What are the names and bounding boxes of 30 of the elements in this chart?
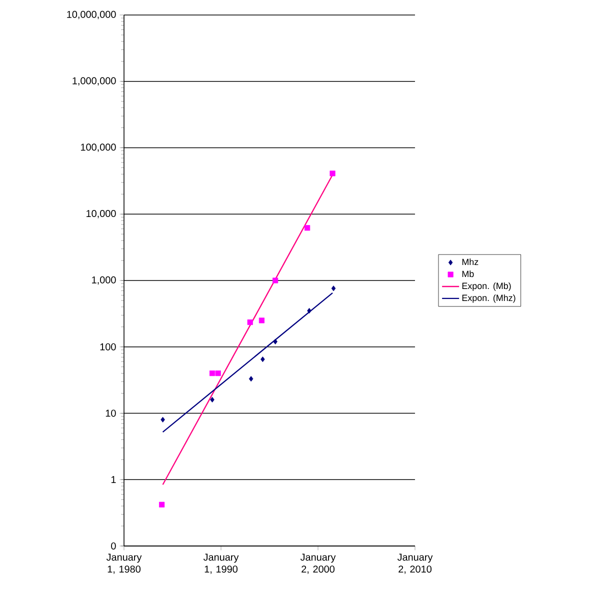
y-tick-label: 10,000,000 — [67, 10, 116, 20]
point — [248, 376, 254, 382]
y-tick-label: 1 — [111, 476, 116, 484]
y-tick-label: 100 — [100, 343, 116, 350]
y-tick-label: 0 — [111, 542, 116, 550]
y-tick-label: 100,000 — [80, 144, 116, 152]
x-tick-label: January 1, 1990 — [203, 554, 239, 574]
point — [258, 318, 265, 324]
legend-label: Expon. (Mhz) — [462, 294, 516, 303]
x-tick-label: January 2, 2000 — [300, 554, 336, 574]
y-tick-label: 10 — [106, 410, 116, 417]
point — [160, 416, 165, 422]
point — [304, 225, 310, 231]
point — [159, 502, 165, 508]
x-tick-label: January 2, 2010 — [397, 554, 433, 574]
y-tick-label: 1,000 — [92, 276, 116, 285]
point — [215, 370, 221, 376]
point — [272, 278, 278, 284]
point — [330, 170, 336, 176]
legend-label: Mb — [462, 270, 474, 278]
x-tick-label: January 1, 1980 — [106, 554, 142, 574]
point — [331, 286, 336, 292]
y-tick-label: 10,000 — [86, 210, 116, 218]
point — [209, 370, 216, 376]
legend-label: Expon. (Mb) — [462, 282, 511, 291]
point — [210, 396, 214, 402]
legend-label: Mhz — [462, 258, 478, 266]
point — [273, 338, 278, 344]
y-tick-label: 1,000,000 — [72, 77, 116, 86]
point — [247, 319, 253, 326]
